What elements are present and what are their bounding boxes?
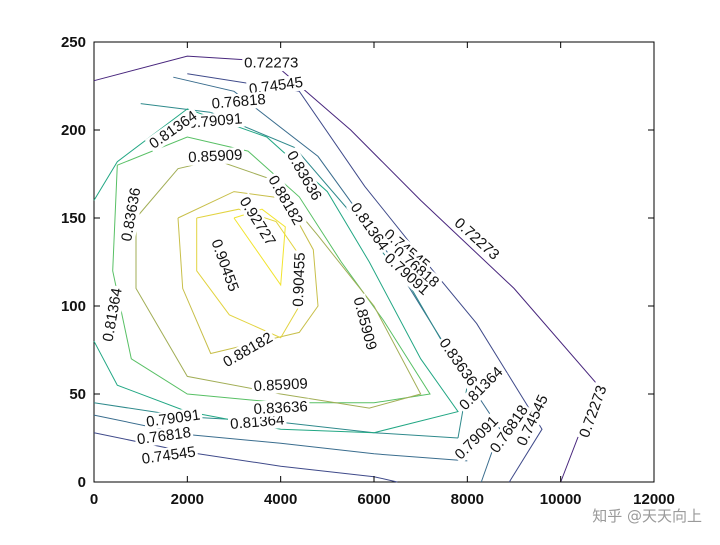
- contour-label-0-0: 0.72273: [244, 55, 298, 72]
- contour-label-bg-7-0: [263, 171, 307, 230]
- x-tick-label-4: 8000: [451, 491, 484, 508]
- y-tick-label-0: 0: [78, 474, 86, 491]
- contour-label-8-1: 0.90455: [290, 252, 309, 307]
- contour-label-6-2: 0.85909: [253, 375, 308, 395]
- contour-label-bg-2-2: [486, 400, 533, 458]
- x-tick-label-1: 2000: [171, 491, 204, 508]
- contour-label-bg-9-0: [235, 192, 280, 251]
- contour-line-7-0: [177, 191, 319, 355]
- contour-label-bg-4-4: [227, 411, 287, 433]
- y-tick-label-1: 50: [69, 386, 86, 403]
- contour-label-bg-1-3: [138, 443, 199, 468]
- contour-label-bg-4-1: [346, 198, 393, 256]
- contour-line-5-0: [112, 136, 431, 404]
- contour-label-4-4: 0.81364: [230, 411, 286, 433]
- y-tick-label-3: 150: [61, 210, 86, 227]
- contour-label-bg-3-3: [143, 406, 204, 431]
- contour-label-bg-8-0: [207, 235, 243, 296]
- contour-line-1-1: [93, 432, 398, 483]
- contour-label-bg-8-1: [290, 250, 309, 309]
- contour-label-bg-5-1: [118, 184, 145, 245]
- contour-label-bg-2-1: [388, 242, 444, 293]
- contour-label-6-0: 0.85909: [188, 146, 243, 166]
- contour-label-bg-4-2: [99, 284, 126, 345]
- contour-label-bg-6-2: [251, 375, 311, 395]
- contour-label-bg-0-2: [575, 381, 611, 442]
- contour-label-bg-3-0: [185, 110, 245, 132]
- contour-label-bg-4-3: [455, 362, 508, 415]
- contour-label-bg-5-0: [282, 146, 326, 205]
- contour-label-bg-5-3: [251, 398, 311, 418]
- x-tick-label-0: 0: [90, 491, 98, 508]
- contour-label-bg-6-0: [185, 146, 245, 166]
- x-tick-label-6: 12000: [633, 491, 675, 508]
- contour-line-0-0: [93, 55, 599, 483]
- contour-label-bg-2-0: [209, 91, 269, 113]
- x-tick-label-2: 4000: [264, 491, 297, 508]
- contour-label-bg-3-1: [379, 248, 434, 300]
- contour-label-bg-3-2: [450, 411, 503, 465]
- contour-label-bg-7-1: [218, 328, 278, 372]
- contour-label-bg-4-0: [144, 106, 202, 154]
- contour-label-bg-0-1: [449, 213, 504, 265]
- contour-label-bg-1-2: [513, 390, 553, 451]
- contour-label-bg-6-1: [349, 293, 380, 354]
- contour-label-5-3: 0.83636: [253, 398, 308, 418]
- contour-label-bg-0-0: [242, 55, 301, 72]
- axis-ticks: 0 2000 4000 6000 8000 10000 12000 0 50 100 150 200 2…: [61, 34, 675, 508]
- contour-label-2-0: 0.76818: [211, 91, 267, 113]
- y-tick-label-5: 250: [61, 34, 86, 51]
- contour-label-bg-5-2: [434, 333, 482, 391]
- y-tick-label-2: 100: [61, 298, 86, 315]
- contour-label-3-0: 0.79091: [188, 110, 244, 132]
- x-tick-label-3: 6000: [357, 491, 390, 508]
- x-tick-label-5: 10000: [540, 491, 582, 508]
- contour-label-bg-2-3: [134, 424, 194, 449]
- y-tick-label-4: 200: [61, 122, 86, 139]
- watermark-text: 知乎 @天天向上: [592, 507, 702, 525]
